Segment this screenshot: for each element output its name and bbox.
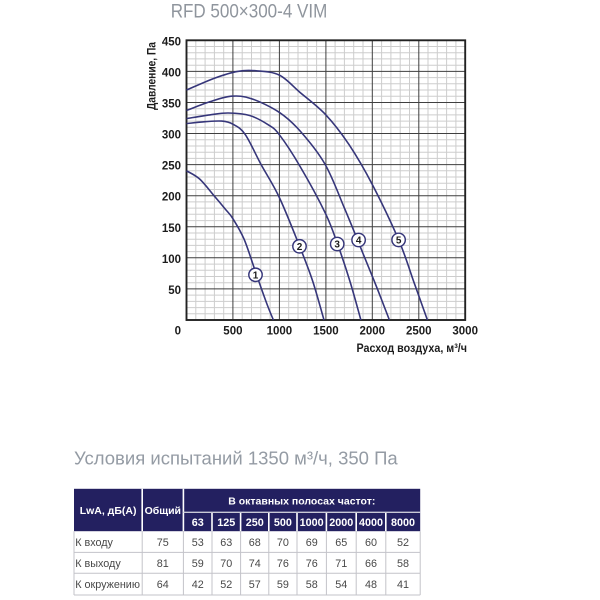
svg-text:66: 66 (365, 558, 377, 570)
svg-text:300: 300 (162, 130, 181, 142)
svg-text:К выходу: К выходу (75, 558, 121, 570)
svg-text:58: 58 (397, 558, 409, 570)
svg-text:76: 76 (277, 558, 289, 570)
svg-text:350: 350 (162, 99, 181, 111)
svg-text:60: 60 (365, 537, 377, 549)
svg-text:52: 52 (220, 579, 232, 591)
svg-text:3: 3 (334, 240, 340, 251)
svg-text:81: 81 (157, 558, 169, 570)
svg-text:100: 100 (162, 254, 181, 266)
svg-text:4000: 4000 (359, 517, 383, 529)
svg-text:50: 50 (168, 285, 181, 297)
svg-text:LwA, дБ(A): LwA, дБ(A) (80, 505, 137, 517)
svg-text:Расход воздуха, м³/ч: Расход воздуха, м³/ч (357, 341, 468, 355)
svg-text:RFD 500×300-4 VIM: RFD 500×300-4 VIM (171, 1, 328, 23)
svg-text:500: 500 (223, 326, 242, 338)
svg-text:52: 52 (397, 537, 409, 549)
svg-text:Условия испытаний 1350 м³/ч, 3: Условия испытаний 1350 м³/ч, 350 Па (74, 448, 398, 469)
svg-text:2: 2 (297, 242, 303, 253)
svg-text:2500: 2500 (406, 326, 432, 338)
svg-text:64: 64 (157, 579, 169, 591)
svg-text:150: 150 (162, 223, 181, 235)
svg-text:200: 200 (162, 192, 181, 204)
svg-text:450: 450 (162, 36, 181, 48)
svg-text:59: 59 (192, 558, 204, 570)
svg-text:4: 4 (356, 236, 362, 247)
svg-text:42: 42 (192, 579, 204, 591)
svg-text:41: 41 (397, 579, 409, 591)
svg-text:54: 54 (335, 579, 347, 591)
svg-text:3000: 3000 (452, 326, 478, 338)
svg-text:Общий: Общий (145, 505, 181, 517)
svg-text:63: 63 (192, 517, 204, 529)
svg-text:76: 76 (306, 558, 318, 570)
svg-text:71: 71 (335, 558, 347, 570)
svg-text:В октавных полосах частот:: В октавных полосах частот: (228, 496, 375, 508)
svg-text:48: 48 (365, 579, 377, 591)
svg-text:1000: 1000 (300, 517, 324, 529)
svg-text:53: 53 (192, 537, 204, 549)
svg-text:70: 70 (277, 537, 289, 549)
svg-text:57: 57 (249, 579, 261, 591)
svg-text:1: 1 (253, 271, 259, 282)
svg-text:5: 5 (396, 236, 402, 247)
svg-text:75: 75 (157, 537, 169, 549)
svg-text:65: 65 (335, 537, 347, 549)
svg-text:59: 59 (277, 579, 289, 591)
svg-text:74: 74 (249, 558, 261, 570)
svg-text:63: 63 (220, 537, 232, 549)
svg-text:1500: 1500 (313, 326, 339, 338)
svg-text:58: 58 (306, 579, 318, 591)
svg-text:400: 400 (162, 67, 181, 79)
svg-text:69: 69 (306, 537, 318, 549)
svg-text:8000: 8000 (391, 517, 415, 529)
svg-text:68: 68 (249, 537, 261, 549)
svg-text:2000: 2000 (360, 326, 386, 338)
svg-text:2000: 2000 (329, 517, 353, 529)
svg-text:1000: 1000 (267, 326, 293, 338)
svg-text:500: 500 (274, 517, 292, 529)
svg-text:250: 250 (246, 517, 264, 529)
svg-text:125: 125 (217, 517, 235, 529)
svg-text:К окружению: К окружению (75, 579, 140, 591)
svg-text:Давление, Па: Давление, Па (145, 42, 159, 110)
svg-text:К входу: К входу (75, 537, 113, 549)
svg-text:0: 0 (175, 326, 181, 338)
svg-text:70: 70 (220, 558, 232, 570)
svg-text:250: 250 (162, 161, 181, 173)
